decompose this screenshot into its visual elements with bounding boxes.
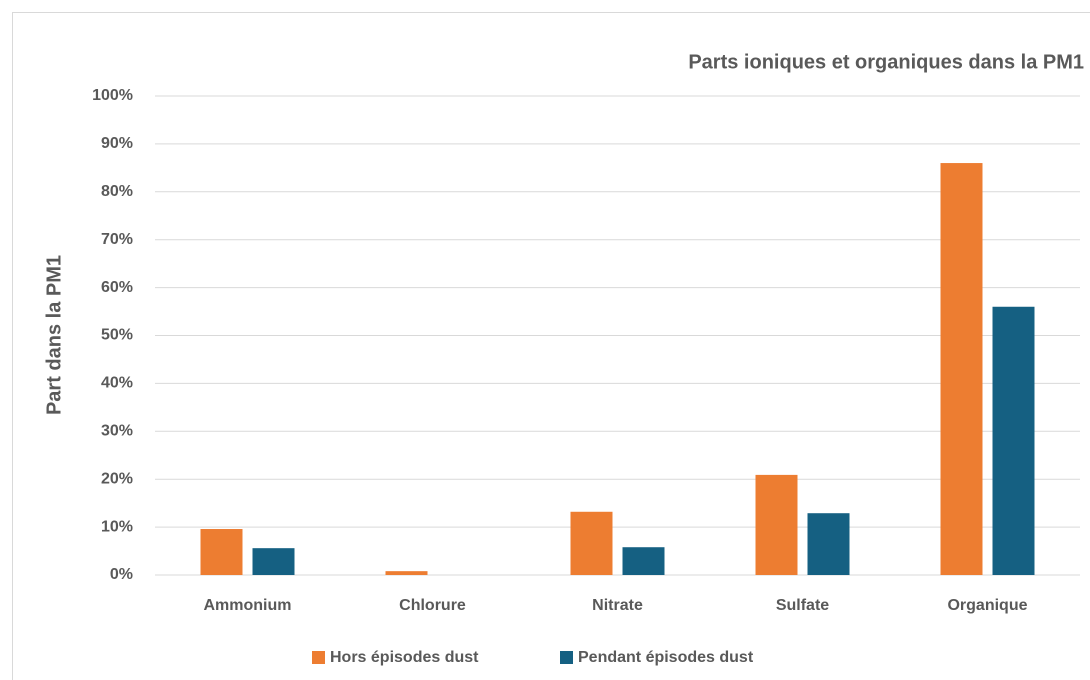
- bar: [570, 511, 613, 575]
- bar: [622, 547, 665, 575]
- x-tick-label: Chlorure: [399, 597, 466, 614]
- chart-frame: [12, 12, 1090, 680]
- bar: [385, 571, 428, 575]
- x-tick-label: Nitrate: [592, 597, 643, 614]
- bar: [252, 548, 295, 575]
- legend-label: Hors épisodes dust: [330, 649, 479, 666]
- y-tick-label: 20%: [101, 470, 133, 487]
- legend-label: Pendant épisodes dust: [578, 649, 754, 666]
- y-tick-label: 30%: [101, 423, 133, 440]
- y-tick-label: 40%: [101, 375, 133, 392]
- y-tick-label: 0%: [110, 566, 133, 583]
- y-tick-label: 80%: [101, 183, 133, 200]
- chart-title: Parts ioniques et organiques dans la PM1: [688, 51, 1084, 73]
- bar: [992, 306, 1035, 575]
- y-tick-label: 90%: [101, 135, 133, 152]
- x-tick-label: Ammonium: [204, 597, 292, 614]
- y-tick-label: 50%: [101, 327, 133, 344]
- bar: [940, 163, 983, 575]
- y-tick-label: 70%: [101, 231, 133, 248]
- legend-swatch: [560, 651, 573, 664]
- y-axis-label: Part dans la PM1: [43, 255, 65, 415]
- x-tick-label: Sulfate: [776, 597, 829, 614]
- bar: [807, 513, 850, 575]
- y-tick-label: 60%: [101, 279, 133, 296]
- bar: [755, 474, 798, 575]
- bar: [200, 529, 243, 575]
- x-tick-label: Organique: [947, 597, 1027, 614]
- y-tick-label: 100%: [92, 87, 133, 104]
- legend-swatch: [312, 651, 325, 664]
- y-tick-label: 10%: [101, 518, 133, 535]
